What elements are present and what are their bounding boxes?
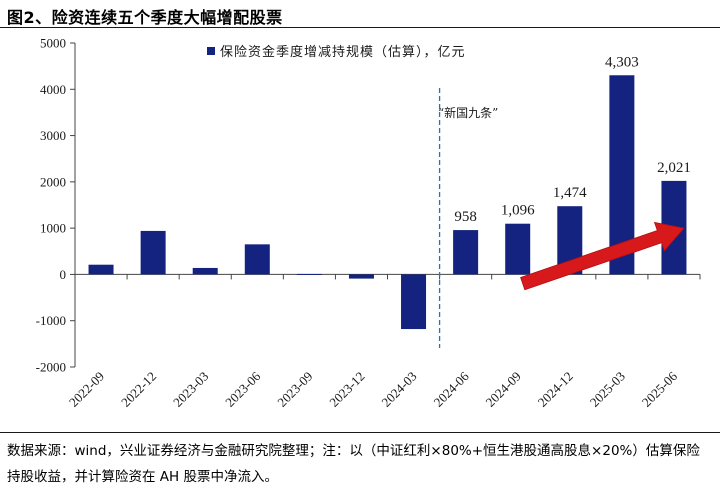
chart-axes: -2000 -1000 0 1000 2000 3000 4000 5000 2022-09 20… <box>36 36 701 410</box>
x-tick-label: 2024-03 <box>378 369 419 410</box>
bar <box>505 223 531 275</box>
y-tick-label: 5000 <box>40 36 66 51</box>
x-tick-label: 2024-09 <box>483 369 524 410</box>
y-tick-label: 1000 <box>40 221 66 236</box>
x-tick-label: 2025-06 <box>639 368 681 410</box>
bar <box>453 230 479 275</box>
figure-title: 图2、险资连续五个季度大幅增配股票 <box>7 8 283 27</box>
bar <box>401 274 427 330</box>
bar <box>88 264 114 275</box>
legend-swatch <box>207 47 215 55</box>
source-rule <box>0 432 720 433</box>
x-tick-label: 2024-06 <box>430 368 472 410</box>
source-note: 数据来源：wind，兴业证券经济与金融研究院整理；注：以（中证红利×80%+恒生… <box>7 443 700 485</box>
bar <box>192 267 218 275</box>
x-tick-label: 2023-03 <box>170 369 211 410</box>
y-tick-label: 4000 <box>40 82 66 97</box>
trend-arrow <box>520 221 685 291</box>
y-tick-label: 3000 <box>40 128 66 143</box>
bar <box>348 274 374 279</box>
title-rule <box>0 27 720 28</box>
x-tick-label: 2025-03 <box>587 369 628 410</box>
data-label: 958 <box>454 209 477 225</box>
bar <box>244 244 270 275</box>
y-tick-label: -2000 <box>36 360 66 375</box>
x-tick-label: 2023-12 <box>326 369 367 410</box>
legend-label: 保险资金季度增减持规模（估算），亿元 <box>220 44 466 60</box>
bar-series <box>88 75 687 330</box>
data-label: 1,474 <box>553 185 587 201</box>
x-tick-label: 2023-09 <box>274 369 315 410</box>
trend-arrow-layer <box>520 221 685 291</box>
legend: 保险资金季度增减持规模（估算），亿元 <box>207 44 466 60</box>
bar-chart: -2000 -1000 0 1000 2000 3000 4000 5000 2022-09 20… <box>36 36 701 410</box>
x-tick-label: 2022-12 <box>118 369 159 410</box>
data-label: 4,303 <box>605 54 639 70</box>
data-label: 2,021 <box>657 160 691 176</box>
bar <box>140 230 166 275</box>
data-label: 1,096 <box>501 203 535 219</box>
y-tick-label: 2000 <box>40 174 66 189</box>
annotation-label: “新国九条” <box>438 105 498 120</box>
x-tick-label: 2022-09 <box>66 369 107 410</box>
x-tick-label: 2024-12 <box>535 369 576 410</box>
x-tick-label: 2023-06 <box>222 368 264 410</box>
y-tick-label: 0 <box>60 267 67 282</box>
bar <box>296 273 322 275</box>
data-labels: 958 1,096 1,474 4,303 2,021 <box>454 54 690 225</box>
y-tick-label: -1000 <box>36 313 66 328</box>
